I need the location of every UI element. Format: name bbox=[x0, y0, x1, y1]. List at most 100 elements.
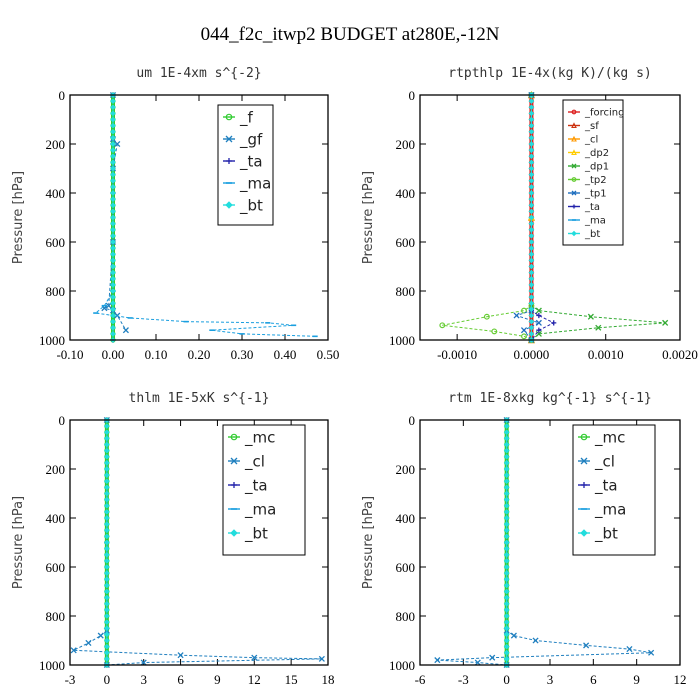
y-tick-label: 1000 bbox=[39, 658, 65, 673]
x-tick-label: 18 bbox=[322, 672, 335, 687]
data-point bbox=[648, 649, 655, 656]
data-point bbox=[103, 551, 110, 558]
data-point bbox=[103, 582, 110, 589]
chart-title: rtm 1E-8xkg kg^{-1} s^{-1} bbox=[448, 391, 652, 406]
data-point bbox=[536, 327, 542, 333]
data-point bbox=[230, 433, 238, 441]
data-point bbox=[110, 177, 116, 184]
data-point bbox=[110, 134, 116, 141]
x-tick-label: 6 bbox=[590, 672, 597, 687]
x-tick-label: -0.10 bbox=[56, 347, 83, 362]
data-point bbox=[110, 104, 116, 111]
chart-title: um 1E-4xm s^{-2} bbox=[136, 66, 261, 81]
data-point bbox=[110, 220, 116, 227]
data-point bbox=[103, 423, 110, 430]
data-point bbox=[503, 557, 510, 564]
y-axis-label: Pressure [hPa] bbox=[11, 171, 26, 264]
legend-label: _cl bbox=[594, 452, 615, 471]
legend-label: _cl bbox=[584, 135, 598, 146]
data-point bbox=[571, 230, 577, 237]
data-point bbox=[503, 570, 510, 577]
data-point bbox=[110, 147, 116, 154]
data-point bbox=[110, 294, 116, 301]
y-tick-label: 200 bbox=[396, 137, 416, 152]
data-point bbox=[110, 269, 116, 276]
data-point bbox=[503, 502, 510, 509]
x-tick-label: 0.0000 bbox=[514, 347, 550, 362]
x-tick-label: 3 bbox=[547, 672, 554, 687]
data-point bbox=[503, 539, 510, 546]
series-bt bbox=[103, 417, 110, 668]
legend-label: _mc bbox=[244, 428, 275, 447]
data-point bbox=[503, 619, 510, 626]
y-axis-label: Pressure [hPa] bbox=[361, 496, 376, 589]
data-point bbox=[571, 149, 577, 156]
plot-frame bbox=[419, 94, 681, 341]
data-point bbox=[528, 220, 535, 227]
data-point bbox=[528, 147, 535, 154]
data-point bbox=[580, 457, 588, 465]
data-point bbox=[521, 307, 527, 314]
data-point bbox=[503, 484, 510, 491]
x-tick-label: 6 bbox=[177, 672, 184, 687]
data-point bbox=[114, 312, 121, 319]
x-tick-label: -0.0010 bbox=[437, 347, 477, 362]
data-point bbox=[528, 281, 535, 288]
data-point bbox=[103, 613, 110, 619]
data-point bbox=[503, 472, 510, 479]
data-point bbox=[503, 490, 510, 497]
data-point bbox=[528, 116, 535, 123]
data-point bbox=[503, 655, 510, 662]
legend: _mc _cl _ta _ma _bt bbox=[572, 424, 656, 556]
data-point bbox=[225, 113, 233, 121]
data-point bbox=[528, 196, 535, 203]
data-point bbox=[103, 594, 110, 601]
legend-label: _ma bbox=[244, 500, 276, 519]
y-tick-label: 600 bbox=[396, 560, 416, 575]
x-tick-label: 15 bbox=[285, 672, 298, 687]
y-tick-label: 0 bbox=[59, 88, 66, 103]
series-bt bbox=[528, 92, 535, 343]
data-point bbox=[551, 320, 557, 326]
chart-panel-3: thlm 1E-5xK s^{-1} Pressure [hPa] -3 0 3 6 9 12… bbox=[11, 391, 335, 687]
data-point bbox=[103, 508, 110, 515]
series-cl bbox=[434, 416, 655, 669]
data-point bbox=[103, 643, 110, 650]
x-tick-label: 0.10 bbox=[145, 347, 168, 362]
data-point bbox=[528, 122, 535, 129]
x-tick-label: 12 bbox=[674, 672, 687, 687]
data-point bbox=[439, 322, 446, 329]
data-point bbox=[110, 122, 116, 129]
data-point bbox=[528, 128, 535, 135]
legend-label: _mc bbox=[594, 428, 625, 447]
data-point bbox=[110, 183, 116, 190]
data-point bbox=[103, 557, 110, 564]
chart-panel-4: rtm 1E-8xkg kg^{-1} s^{-1} Pressure [hPa]… bbox=[361, 391, 687, 687]
data-point bbox=[489, 654, 496, 661]
data-point bbox=[103, 539, 110, 546]
data-point bbox=[110, 306, 116, 313]
data-point bbox=[103, 637, 110, 644]
data-point bbox=[503, 643, 510, 650]
data-point bbox=[70, 647, 77, 654]
data-point bbox=[536, 312, 542, 319]
y-tick-label: 200 bbox=[46, 462, 66, 477]
x-tick-label: -3 bbox=[458, 672, 469, 687]
data-point bbox=[230, 457, 238, 465]
data-point bbox=[103, 570, 110, 577]
data-point bbox=[105, 302, 112, 309]
series-line bbox=[442, 95, 532, 341]
data-point bbox=[110, 281, 116, 288]
data-point bbox=[110, 116, 116, 123]
x-tick-label: -3 bbox=[65, 672, 76, 687]
data-point bbox=[503, 466, 510, 472]
data-point bbox=[503, 625, 510, 632]
data-point bbox=[110, 128, 116, 135]
data-point bbox=[110, 300, 116, 307]
data-point bbox=[103, 429, 110, 436]
data-point bbox=[528, 183, 535, 190]
data-point bbox=[114, 140, 121, 148]
data-point bbox=[225, 201, 233, 209]
data-point bbox=[503, 588, 510, 595]
